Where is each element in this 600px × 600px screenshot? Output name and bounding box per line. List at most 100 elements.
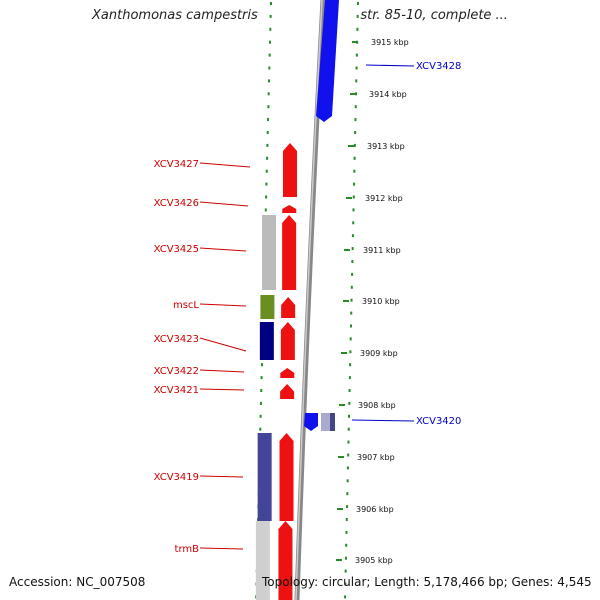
gene-label-xcv3422[interactable]: XCV3422 bbox=[154, 366, 199, 377]
gene-label-xcv3427[interactable]: XCV3427 bbox=[154, 159, 199, 170]
gene-label-xcv3425[interactable]: XCV3425 bbox=[154, 244, 199, 255]
inner-ring-dot bbox=[265, 195, 268, 199]
outer-ring-dot bbox=[349, 324, 352, 328]
gene-label-xcv3420[interactable]: XCV3420 bbox=[416, 416, 461, 427]
gene-leader-line bbox=[351, 419, 415, 422]
outer-ring-dot bbox=[351, 272, 354, 276]
gene-leader-line bbox=[199, 247, 247, 252]
outer-ring-dot bbox=[348, 389, 351, 392]
gene-label-trmb[interactable]: trmB bbox=[175, 544, 200, 555]
outer-ring-dot bbox=[345, 543, 348, 547]
gene-leader-line bbox=[199, 475, 244, 478]
tick-label: 3915 kbp bbox=[371, 38, 409, 47]
inner-ring-dot bbox=[266, 143, 269, 147]
tick-mark bbox=[338, 456, 344, 458]
tick-mark bbox=[344, 249, 350, 251]
gene-arrow[interactable] bbox=[280, 384, 295, 399]
gene-leader-line bbox=[199, 388, 245, 391]
outer-ring-dot bbox=[352, 221, 355, 225]
outer-ring-dot bbox=[346, 479, 349, 483]
gene-label-xcv3419[interactable]: XCV3419 bbox=[154, 472, 199, 483]
tick-label: 3908 kbp bbox=[358, 401, 396, 410]
outer-ring-dot bbox=[352, 208, 355, 212]
outer-ring-dot bbox=[344, 569, 347, 573]
outer-ring-dot bbox=[355, 66, 358, 70]
tick-label: 3914 kbp bbox=[369, 90, 407, 99]
inner-ring-dot bbox=[266, 131, 269, 134]
outer-ring-dot bbox=[348, 376, 351, 380]
gene-arrow[interactable] bbox=[282, 215, 297, 290]
outer-ring-dot bbox=[350, 311, 353, 315]
gene-leader-line bbox=[199, 337, 247, 352]
gene-block-navy[interactable] bbox=[259, 322, 274, 360]
gene-block-purple[interactable] bbox=[257, 433, 272, 521]
inner-ring-dot bbox=[267, 92, 270, 96]
gene-arrow[interactable] bbox=[280, 322, 295, 360]
gene-block-grey[interactable] bbox=[255, 521, 270, 600]
outer-ring-dot bbox=[355, 92, 358, 96]
gene-label-xcv3423[interactable]: XCV3423 bbox=[154, 334, 199, 345]
gene-label-xcv3421[interactable]: XCV3421 bbox=[154, 385, 199, 396]
outer-ring-dot bbox=[346, 466, 349, 470]
tick-mark bbox=[346, 197, 352, 199]
outer-ring-dot bbox=[356, 14, 359, 18]
outer-ring-dot bbox=[350, 285, 353, 289]
outer-ring-dot bbox=[351, 260, 354, 263]
outer-ring-dot bbox=[351, 247, 354, 251]
gene-leader-line bbox=[199, 201, 249, 207]
gene-leader-line bbox=[199, 303, 247, 307]
gene-block-grey[interactable] bbox=[262, 215, 276, 290]
outer-ring-dot bbox=[356, 2, 359, 5]
tick-mark bbox=[336, 559, 342, 561]
gene-arrow[interactable] bbox=[278, 521, 293, 600]
tick-label: 3912 kbp bbox=[365, 194, 403, 203]
inner-ring-dot bbox=[268, 40, 271, 44]
outer-ring-dot bbox=[347, 427, 350, 431]
outer-ring-dot bbox=[353, 169, 356, 173]
inner-ring-dot bbox=[269, 14, 272, 18]
gene-arrow[interactable] bbox=[281, 297, 296, 318]
outer-ring-dot bbox=[349, 337, 352, 341]
gene-arrow[interactable] bbox=[282, 205, 297, 213]
inner-ring-dot bbox=[268, 79, 271, 83]
inner-ring-dot bbox=[264, 208, 267, 212]
inner-ring-dot bbox=[269, 2, 272, 5]
gene-arrow[interactable] bbox=[283, 143, 297, 197]
inner-ring-dot bbox=[259, 414, 262, 418]
outer-ring-dot bbox=[348, 414, 351, 418]
gene-xcv3428-feature[interactable] bbox=[316, 0, 339, 122]
tick-mark bbox=[352, 41, 358, 43]
gene-arrow[interactable] bbox=[279, 433, 294, 521]
gene-block-green[interactable] bbox=[260, 295, 275, 319]
gene-leader-line bbox=[365, 64, 415, 67]
inner-ring-dot bbox=[259, 427, 262, 431]
outer-ring-dot bbox=[355, 53, 358, 57]
gene-label-xcv3426[interactable]: XCV3426 bbox=[154, 198, 199, 209]
outer-ring-dot bbox=[353, 143, 356, 147]
backbone-highlight bbox=[295, 0, 323, 600]
gene-xcv3420-feature[interactable] bbox=[304, 413, 318, 431]
gene-label-xcv3428[interactable]: XCV3428 bbox=[416, 61, 461, 72]
outer-ring-dot bbox=[347, 440, 350, 444]
outer-ring-dot bbox=[354, 131, 357, 134]
tick-label: 3907 kbp bbox=[357, 453, 395, 462]
outer-ring-dot bbox=[345, 530, 348, 534]
outer-ring-dot bbox=[350, 298, 353, 302]
outer-ring-dot bbox=[346, 492, 349, 496]
outer-ring-dot bbox=[356, 27, 359, 31]
tick-mark bbox=[343, 300, 349, 302]
gene-label-mscl[interactable]: mscL bbox=[173, 300, 199, 311]
outer-ring-dot bbox=[344, 595, 347, 599]
tick-label: 3909 kbp bbox=[360, 349, 398, 358]
outer-ring-dot bbox=[354, 118, 357, 122]
inner-ring-dot bbox=[268, 66, 271, 70]
gene-arrow[interactable] bbox=[280, 368, 295, 378]
outer-ring-dot bbox=[349, 350, 352, 354]
outer-ring-dot bbox=[352, 195, 355, 199]
inner-ring-dot bbox=[265, 182, 268, 186]
gene-xcv3420-shade bbox=[330, 413, 335, 431]
tick-mark bbox=[350, 93, 356, 95]
outer-ring-dot bbox=[354, 105, 357, 109]
tick-mark bbox=[337, 508, 343, 510]
